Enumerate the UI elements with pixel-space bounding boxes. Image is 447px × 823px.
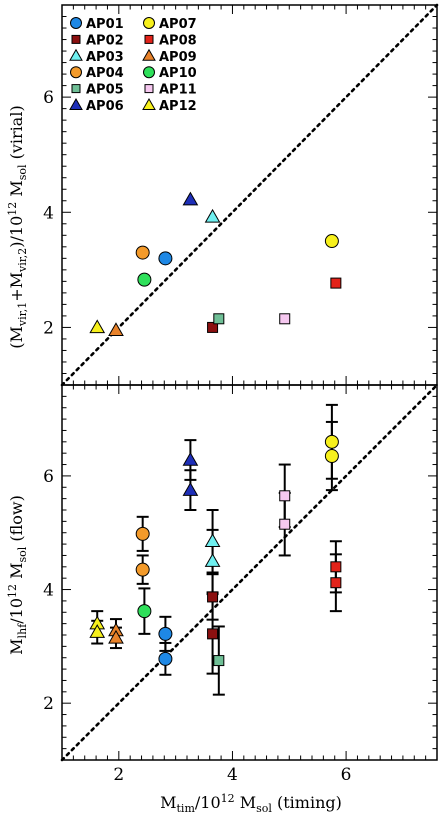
bottom-x-tick-label: 2: [113, 765, 124, 785]
bottom-point-ap03: [204, 533, 221, 547]
bottom-point-ap07: [324, 434, 339, 449]
legend-label-ap03: AP03: [86, 50, 124, 65]
bottom-point-ap03: [204, 553, 221, 567]
bottom-point-ap06: [182, 451, 199, 466]
top-point-ap06: [182, 191, 199, 206]
legend-marker-ap07: [143, 17, 155, 29]
bottom-y-tick-label: 2: [43, 694, 54, 714]
bottom-point-ap11: [279, 518, 291, 530]
legend-label-ap11: AP11: [159, 83, 197, 98]
legend-marker-ap12: [142, 97, 156, 110]
legend-label-ap01: AP01: [86, 17, 124, 32]
top-y-tick-label: 2: [43, 318, 54, 338]
legend-marker-ap09: [142, 48, 156, 61]
top-point-ap12: [89, 319, 106, 334]
legend-marker-ap01: [70, 17, 82, 29]
bottom-panel: 2 4 6 2 4 6: [43, 383, 439, 785]
legend-label-ap05: AP05: [86, 83, 124, 98]
legend-marker-ap03: [69, 48, 83, 61]
legend-label-ap04: AP04: [86, 66, 124, 81]
top-y-axis-label: (Mvir,1+Mvir,2)/1012 Msol (virial): [6, 105, 29, 348]
top-point-ap04: [135, 245, 150, 260]
top-point-ap09: [108, 322, 124, 337]
legend-marker-ap11: [144, 84, 154, 94]
bottom-point-ap08: [330, 577, 342, 589]
bottom-point-ap04: [135, 562, 150, 577]
top-y-tick-label: 4: [43, 203, 54, 223]
bottom-point-ap09: [108, 629, 124, 644]
top-point-ap08: [330, 277, 342, 289]
top-point-ap10: [137, 272, 152, 287]
legend-marker-ap08: [144, 34, 154, 44]
bottom-point-ap11: [279, 490, 291, 502]
bottom-point-ap02: [207, 628, 219, 640]
bottom-point-ap02: [207, 591, 219, 603]
legend-label-ap06: AP06: [86, 99, 124, 114]
legend-label-ap12: AP12: [159, 99, 197, 114]
legend-marker-ap06: [69, 97, 83, 110]
bottom-y-axis-label: Mlhf/1012 Msol (flow): [6, 495, 29, 655]
legend-label-ap09: AP09: [159, 50, 197, 65]
bottom-point-ap10: [137, 604, 152, 619]
bottom-plot-frame: [61, 384, 438, 761]
top-panel: 246AP01AP02AP03AP04AP05AP06AP07AP08AP09A…: [43, 3, 439, 387]
bottom-point-ap06: [182, 482, 199, 496]
bottom-y-tick-label: 6: [43, 467, 54, 487]
top-point-ap11: [279, 313, 291, 325]
top-point-ap02: [207, 321, 219, 333]
bottom-point-ap07: [324, 449, 339, 464]
bottom-point-ap12: [89, 624, 106, 638]
bottom-point-ap01: [158, 626, 173, 641]
bottom-y-tick-label: 4: [43, 581, 54, 601]
bottom-x-tick-label: 4: [227, 765, 238, 785]
bottom-point-ap04: [135, 526, 150, 541]
legend-label-ap07: AP07: [159, 17, 197, 32]
bottom-point-ap01: [158, 651, 173, 666]
legend-marker-ap04: [70, 66, 82, 79]
legend-marker-ap10: [143, 66, 155, 79]
top-point-ap05: [213, 313, 225, 325]
legend-label-ap08: AP08: [159, 33, 197, 48]
top-point-ap03: [204, 208, 221, 223]
bottom-one-to-one-line: [60, 383, 439, 762]
legend-label-ap02: AP02: [86, 33, 124, 48]
x-axis-label: Mtim/1012 Msol (timing): [160, 792, 342, 815]
top-y-tick-label: 6: [43, 88, 54, 108]
top-point-ap07: [324, 234, 339, 249]
bottom-x-tick-label: 6: [341, 765, 352, 785]
bottom-point-ap08: [330, 561, 342, 573]
legend-label-ap10: AP10: [159, 66, 197, 81]
legend-marker-ap02: [71, 34, 81, 44]
legend-marker-ap05: [71, 84, 81, 94]
bottom-point-ap05: [213, 655, 225, 667]
top-point-ap01: [158, 251, 173, 266]
top-one-to-one-line: [60, 3, 439, 387]
